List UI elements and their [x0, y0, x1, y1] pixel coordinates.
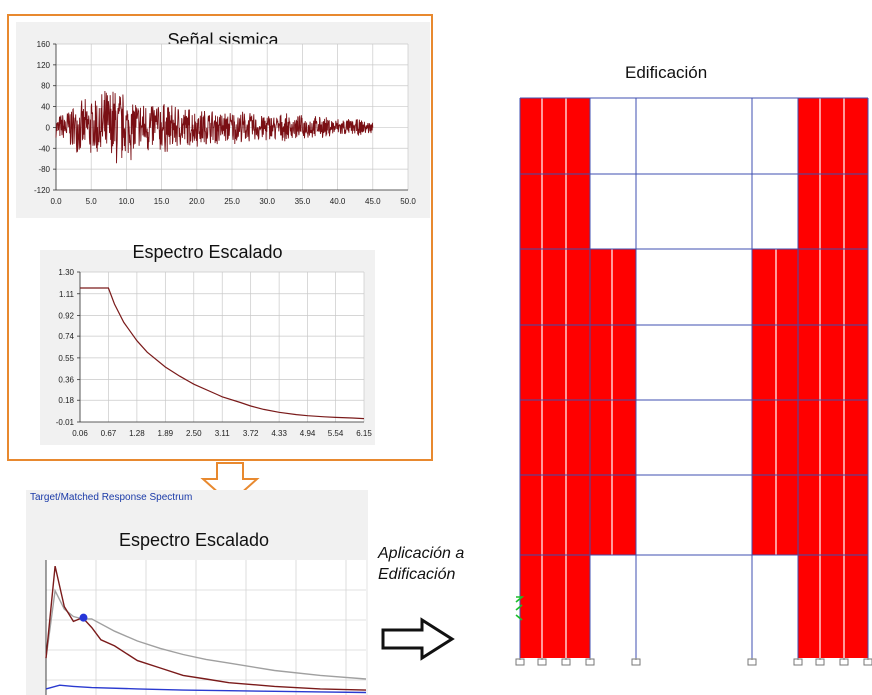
building-elevation [515, 97, 872, 666]
signal-y-tick-label: 40 [41, 103, 50, 112]
signal-x-tick-label: 15.0 [154, 197, 170, 206]
spectrum-chart: 0.06 0.67 1.28 1.89 2.50 3.11 3.72 4.33 4.94 5.54… [56, 268, 373, 438]
signal-y-tick-label: 0 [46, 123, 51, 132]
arrow-label-line2: Edificación [378, 566, 456, 583]
spectrum-title: Espectro Escalado [132, 242, 283, 262]
spectrum-x-tick-label: 1.89 [158, 429, 174, 438]
signal-x-tick-label: 10.0 [119, 197, 135, 206]
signal-x-tick-label: 20.0 [189, 197, 205, 206]
support-icon [793, 658, 803, 666]
signal-x-tick-label: 35.0 [295, 197, 311, 206]
signal-x-tick-label: 25.0 [224, 197, 240, 206]
shear-wall-block [752, 249, 798, 555]
spectrum-y-tick-label: 0.18 [58, 396, 74, 405]
support-icon [631, 658, 641, 666]
shear-wall-block [798, 98, 868, 658]
spectrum-x-tick-label: 2.50 [186, 429, 202, 438]
matched-chart [45, 560, 367, 695]
matched-plot-area [46, 560, 366, 695]
signal-y-tick-label: -80 [38, 165, 50, 174]
signal-y-tick-label: -40 [38, 144, 50, 153]
support-icon [863, 658, 872, 666]
signal-x-tick-label: 50.0 [400, 197, 416, 206]
support-icon [815, 658, 825, 666]
signal-x-tick-label: 40.0 [330, 197, 346, 206]
spectrum-y-tick-label: 0.55 [58, 354, 74, 363]
spectrum-y-tick-label: 0.92 [58, 312, 74, 321]
signal-y-tick-label: 80 [41, 82, 50, 91]
spectrum-y-tick-label: 1.30 [58, 268, 74, 277]
support-icon [561, 658, 571, 666]
support-icon [747, 658, 757, 666]
matched-title: Espectro Escalado [118, 530, 270, 550]
spectrum-series-line [80, 287, 365, 420]
signal-x-tick-label: 5.0 [86, 197, 98, 206]
support-icon [585, 658, 595, 666]
spectrum-y-tick-label: -0.01 [56, 418, 75, 427]
spectrum-y-tick-label: 1.11 [59, 290, 75, 299]
spectrum-x-tick-label: 6.15 [356, 429, 372, 438]
spectrum-x-tick-label: 4.33 [271, 429, 287, 438]
shear-wall-block [520, 98, 590, 658]
signal-chart: 0.0 5.0 10.0 15.0 20.0 25.0 30.0 35.0 40.0 45.0 50… [34, 40, 416, 206]
signal-x-tick-label: 30.0 [259, 197, 275, 206]
matched-header: Target/Matched Response Spectrum [30, 492, 193, 503]
spectrum-x-tick-label: 1.28 [129, 429, 145, 438]
support-icon [515, 658, 525, 666]
shear-wall-block [590, 249, 636, 555]
signal-x-tick-label: 45.0 [365, 197, 381, 206]
spectrum-x-tick-label: 3.72 [243, 429, 259, 438]
spectrum-x-tick-label: 5.54 [328, 429, 344, 438]
axis-indicator-icon [515, 596, 525, 621]
spectrum-x-tick-label: 3.11 [215, 429, 231, 438]
signal-y-tick-label: 120 [37, 61, 51, 70]
signal-x-tick-label: 0.0 [50, 197, 62, 206]
spectrum-y-tick-label: 0.74 [58, 332, 74, 341]
matched-marker [79, 613, 88, 622]
support-icon [537, 658, 547, 666]
support-icon [839, 658, 849, 666]
spectrum-x-tick-label: 0.67 [101, 429, 117, 438]
spectrum-y-tick-label: 0.36 [58, 376, 74, 385]
signal-y-tick-label: -120 [34, 186, 51, 195]
arrow-label-line1: Aplicación a [378, 545, 465, 562]
right-arrow-icon [381, 617, 455, 661]
signal-series-line [55, 90, 374, 164]
signal-y-tick-label: 160 [37, 40, 51, 49]
spectrum-x-tick-label: 4.94 [300, 429, 316, 438]
matched-low-line [45, 684, 367, 694]
building-title: Edificación [625, 63, 708, 82]
spectrum-x-tick-label: 0.06 [72, 429, 88, 438]
matched-spectrum-line [45, 565, 367, 691]
arrow-label: Aplicación a Edificación [378, 543, 508, 585]
